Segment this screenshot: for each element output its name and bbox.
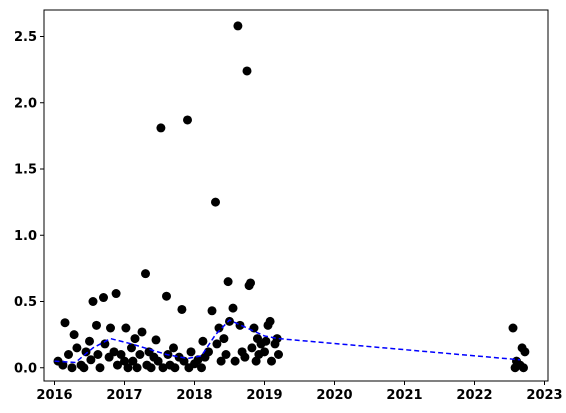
data-point <box>156 123 166 133</box>
data-point <box>85 336 94 346</box>
data-point <box>162 291 171 301</box>
data-point <box>99 293 108 303</box>
data-point <box>221 350 231 359</box>
data-point <box>233 21 243 31</box>
data-point <box>121 323 131 333</box>
data-point <box>197 363 206 373</box>
data-point <box>64 350 73 359</box>
trend-line <box>54 319 521 364</box>
data-point <box>207 306 217 316</box>
data-point <box>265 316 275 326</box>
x-tick-label: 2020 <box>316 388 352 403</box>
x-tick-label: 2016 <box>36 388 72 403</box>
data-point <box>508 323 518 333</box>
axes-frame <box>43 9 549 382</box>
data-point <box>177 304 187 314</box>
data-point <box>130 334 140 344</box>
data-point <box>272 334 282 344</box>
data-point <box>274 350 283 359</box>
data-point <box>128 356 138 366</box>
data-point <box>95 363 105 373</box>
data-point <box>67 363 77 373</box>
data-point <box>179 356 189 366</box>
data-point <box>100 339 110 349</box>
data-point <box>235 320 245 330</box>
data-point <box>72 343 82 353</box>
x-tick-label: 2017 <box>106 388 142 403</box>
x-tick-label: 2021 <box>386 388 422 403</box>
data-point <box>135 350 145 359</box>
data-point <box>120 356 129 366</box>
x-axis: 2016 2017 2018 2019 2020 2021 2022 2023 <box>36 381 563 403</box>
data-point <box>146 363 156 373</box>
plot-area <box>53 21 530 373</box>
data-point <box>246 278 255 288</box>
data-point <box>79 363 89 373</box>
data-point <box>169 343 178 353</box>
x-tick-label: 2018 <box>176 388 212 403</box>
data-point <box>214 323 224 333</box>
data-point <box>116 350 126 359</box>
data-point <box>247 343 257 353</box>
data-point <box>132 363 142 373</box>
data-point <box>211 197 220 207</box>
data-point <box>240 352 250 362</box>
data-point <box>127 343 136 353</box>
data-point <box>520 347 530 357</box>
data-point <box>219 334 229 344</box>
data-point <box>230 356 240 366</box>
data-point <box>81 347 91 357</box>
data-point <box>242 66 252 76</box>
data-point <box>137 327 147 337</box>
data-point <box>519 363 528 373</box>
data-point <box>183 115 192 125</box>
data-point <box>123 363 133 373</box>
data-point <box>58 360 68 370</box>
data-point <box>193 355 203 365</box>
data-point <box>212 339 222 349</box>
x-tick-label: 2019 <box>246 388 282 403</box>
data-point <box>113 360 122 370</box>
data-point <box>88 297 98 306</box>
data-point <box>106 323 115 333</box>
data-point <box>198 336 208 346</box>
x-tick-label: 2023 <box>526 388 562 403</box>
data-point <box>111 289 121 299</box>
data-point <box>223 277 233 287</box>
data-point <box>216 356 226 366</box>
data-point <box>158 363 168 373</box>
data-point <box>170 363 180 373</box>
y-tick-label: 1.5 <box>14 163 37 178</box>
data-point <box>151 335 161 345</box>
data-point <box>204 347 213 357</box>
data-point <box>93 350 103 359</box>
data-point <box>153 356 163 366</box>
data-point <box>109 347 119 357</box>
y-tick-label: 2.0 <box>14 96 37 111</box>
data-point <box>60 318 70 328</box>
data-point <box>261 336 271 346</box>
data-point <box>186 347 196 357</box>
data-point <box>228 303 238 313</box>
y-tick-label: 2.5 <box>14 30 37 45</box>
data-point <box>260 347 269 357</box>
y-tick-label: 0.0 <box>14 361 37 376</box>
y-axis: 0.0 0.5 1.0 1.5 2.0 2.5 <box>14 30 44 376</box>
data-point <box>267 356 276 366</box>
x-tick-label: 2022 <box>456 388 492 403</box>
y-tick-label: 1.0 <box>14 229 37 244</box>
data-point <box>92 320 101 330</box>
y-tick-label: 0.5 <box>14 295 37 310</box>
data-point <box>225 316 234 326</box>
data-point <box>249 323 259 333</box>
data-point <box>86 355 96 365</box>
data-point <box>141 269 150 279</box>
data-point <box>69 330 79 340</box>
